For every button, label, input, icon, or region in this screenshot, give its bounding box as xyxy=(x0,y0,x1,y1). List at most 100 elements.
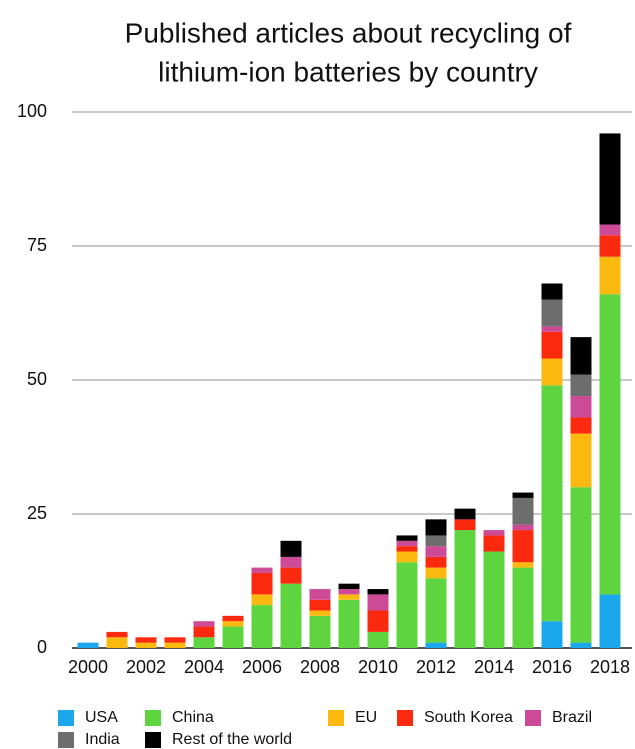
y-tick-label: 75 xyxy=(27,235,47,255)
x-tick-label: 2012 xyxy=(416,657,456,677)
bar-segment xyxy=(77,642,99,648)
bar-segment xyxy=(396,546,418,552)
bar-segment xyxy=(425,578,447,643)
bar-segment xyxy=(570,337,592,375)
y-tick-label: 25 xyxy=(27,503,47,523)
bar-segment xyxy=(280,540,302,557)
bar-segment xyxy=(338,589,360,595)
legend-swatch xyxy=(397,710,413,726)
y-tick-label: 50 xyxy=(27,369,47,389)
bar-segment xyxy=(454,530,476,648)
bar-segment xyxy=(599,133,621,225)
x-tick-label: 2008 xyxy=(300,657,340,677)
x-tick-label: 2000 xyxy=(68,657,108,677)
bar-segment xyxy=(570,642,592,648)
bar-segment xyxy=(512,492,534,498)
bar-segment xyxy=(512,567,534,648)
bar-segment xyxy=(135,637,157,643)
bar-segment xyxy=(599,294,621,595)
bar-segment xyxy=(309,599,331,611)
bar-segment xyxy=(512,562,534,568)
legend-label: Rest of the world xyxy=(172,731,292,748)
chart-title: Published articles about recycling of xyxy=(125,17,572,48)
bar-segment xyxy=(541,299,563,327)
chart-title: lithium-ion batteries by country xyxy=(158,56,538,87)
bar-segment xyxy=(570,374,592,397)
bar-segment xyxy=(570,487,592,643)
bar-segment xyxy=(309,615,331,648)
bar-segment xyxy=(454,508,476,520)
legend-swatch xyxy=(58,732,74,748)
bar-segment xyxy=(164,642,186,648)
x-tick-label: 2006 xyxy=(242,657,282,677)
legend-label: China xyxy=(172,709,214,726)
legend-swatch xyxy=(58,710,74,726)
legend-label: South Korea xyxy=(424,709,513,726)
bar-segment xyxy=(222,621,244,627)
bar-segment xyxy=(541,385,563,622)
legend-swatch xyxy=(145,710,161,726)
bar-segment xyxy=(599,594,621,648)
y-tick-label: 100 xyxy=(17,101,47,121)
legend-swatch xyxy=(145,732,161,748)
bar-segment xyxy=(599,256,621,295)
x-tick-label: 2002 xyxy=(126,657,166,677)
bar-segment xyxy=(483,535,505,552)
bar-segment xyxy=(338,594,360,600)
bar-segment xyxy=(193,621,215,627)
x-tick-label: 2010 xyxy=(358,657,398,677)
bar-segment xyxy=(222,626,244,648)
bar-segment xyxy=(541,283,563,300)
bar-segment xyxy=(512,530,534,563)
bar-segment xyxy=(541,331,563,359)
bar-segment xyxy=(280,583,302,648)
x-tick-label: 2014 xyxy=(474,657,514,677)
legend-swatch xyxy=(328,710,344,726)
bar-segment xyxy=(541,358,563,386)
legend-label: USA xyxy=(85,709,118,726)
bar-segment xyxy=(367,589,389,595)
bar-segment xyxy=(367,594,389,611)
bar-segment xyxy=(309,589,331,600)
bar-segment xyxy=(338,599,360,648)
bar-segment xyxy=(251,567,273,573)
bar-segment xyxy=(599,224,621,236)
bar-segment xyxy=(280,567,302,584)
bar-segment xyxy=(222,615,244,622)
bar-segment xyxy=(251,572,273,595)
bar-segment xyxy=(599,235,621,257)
bar-segment xyxy=(193,626,215,638)
bar-segment xyxy=(570,433,592,488)
x-tick-label: 2016 xyxy=(532,657,572,677)
bar-segment xyxy=(425,546,447,557)
bar-segment xyxy=(483,551,505,648)
legend-swatch xyxy=(525,710,541,726)
bar-segment xyxy=(454,519,476,531)
bar-segment xyxy=(541,326,563,332)
bar-segment xyxy=(396,540,418,547)
bar-segment xyxy=(512,497,534,525)
bar-segment xyxy=(512,524,534,531)
bar-segment xyxy=(570,396,592,418)
bar-segment xyxy=(396,562,418,648)
bar-segment xyxy=(425,519,447,536)
bar-segment xyxy=(483,530,505,536)
bar-segment xyxy=(135,642,157,648)
x-tick-label: 2004 xyxy=(184,657,224,677)
bar-segment xyxy=(396,535,418,541)
bar-segment xyxy=(570,417,592,434)
bar-segment xyxy=(425,556,447,568)
bar-segment xyxy=(309,610,331,616)
bar-segment xyxy=(425,535,447,547)
y-tick-label: 0 xyxy=(37,637,47,657)
bar-segment xyxy=(106,637,128,648)
x-tick-label: 2018 xyxy=(590,657,630,677)
bar-segment xyxy=(193,637,215,648)
bar-segment xyxy=(367,610,389,632)
bar-segment xyxy=(164,637,186,643)
bar-segment xyxy=(338,583,360,590)
legend-label: Brazil xyxy=(552,709,592,726)
bar-segment xyxy=(367,631,389,648)
legend-label: EU xyxy=(355,709,377,726)
